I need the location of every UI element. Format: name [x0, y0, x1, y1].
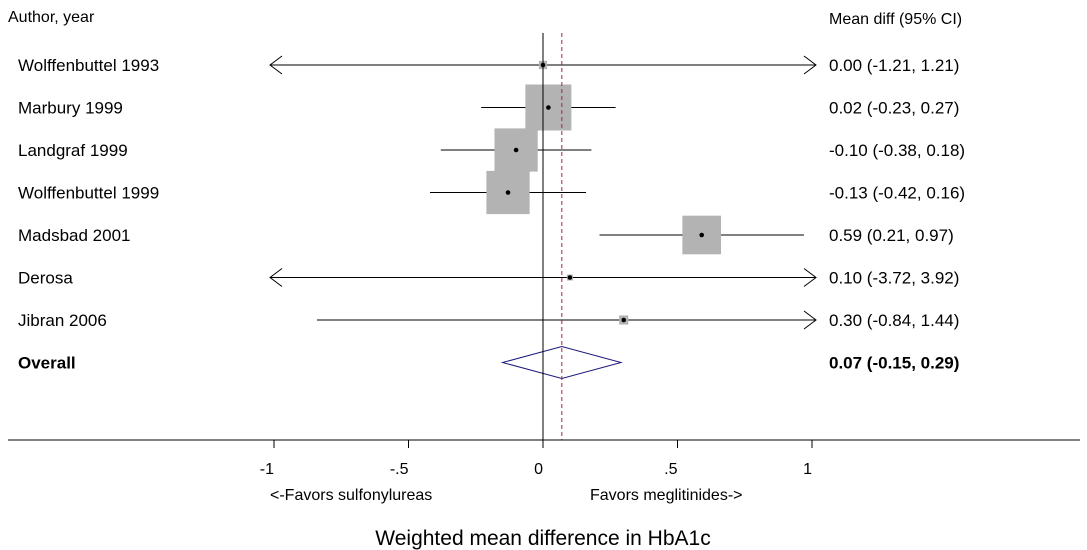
study-ci-text: 0.00 (-1.21, 1.21) — [829, 56, 959, 75]
point-estimate — [567, 275, 573, 280]
x-tick-label: -.5 — [390, 461, 409, 478]
point-estimate — [505, 190, 511, 195]
favors-left-label: <-Favors sulfonylureas — [270, 487, 432, 504]
point-estimate — [513, 147, 519, 153]
study-ci-text: 0.59 (0.21, 0.97) — [829, 226, 954, 245]
study-ci-text: 0.30 (-0.84, 1.44) — [829, 311, 959, 330]
x-tick-label: -1 — [260, 461, 274, 478]
point-estimates-layer — [505, 62, 705, 323]
overall-name: Overall — [18, 354, 76, 373]
study-name: Madsbad 2001 — [18, 226, 130, 245]
point-estimate — [621, 317, 626, 323]
reference-lines-layer — [8, 33, 1080, 448]
favors-right-label: Favors meglitinides-> — [590, 487, 743, 504]
point-estimate — [546, 105, 551, 110]
ci-arrow-right — [803, 268, 817, 287]
study-name: Marbury 1999 — [18, 99, 123, 118]
study-name: Derosa — [18, 269, 73, 288]
point-estimate — [540, 62, 546, 68]
overall-diamond — [500, 345, 623, 380]
x-tick-label: 1 — [803, 461, 812, 478]
right-header: Mean diff (95% CI) — [829, 11, 962, 28]
ci-arrow-right — [803, 310, 817, 330]
study-ci-text: 0.02 (-0.23, 0.27) — [829, 99, 959, 118]
x-tick-label: 0 — [534, 461, 543, 478]
study-name: Wolffenbuttel 1993 — [18, 56, 159, 75]
study-ci-text: 0.10 (-3.72, 3.92) — [829, 269, 959, 288]
study-name: Jibran 2006 — [18, 311, 107, 330]
x-tick-label: .5 — [664, 461, 677, 478]
point-estimate — [699, 232, 705, 238]
x-axis-title: Weighted mean difference in HbA1c — [375, 527, 710, 550]
labels-layer: Author, year Mean diff (95% CI) <-Favors… — [8, 9, 965, 550]
ci-arrow-right — [803, 55, 817, 75]
study-ci-text: -0.13 (-0.42, 0.16) — [829, 184, 965, 203]
overall-ci-text: 0.07 (-0.15, 0.29) — [829, 354, 959, 373]
ci-arrow-left — [269, 55, 283, 75]
left-header: Author, year — [8, 9, 95, 26]
ci-arrow-left — [269, 268, 283, 287]
study-name: Landgraf 1999 — [18, 141, 128, 160]
weight-boxes-layer — [486, 60, 722, 325]
study-ci-text: -0.10 (-0.38, 0.18) — [829, 141, 965, 160]
study-name: Wolffenbuttel 1999 — [18, 184, 159, 203]
